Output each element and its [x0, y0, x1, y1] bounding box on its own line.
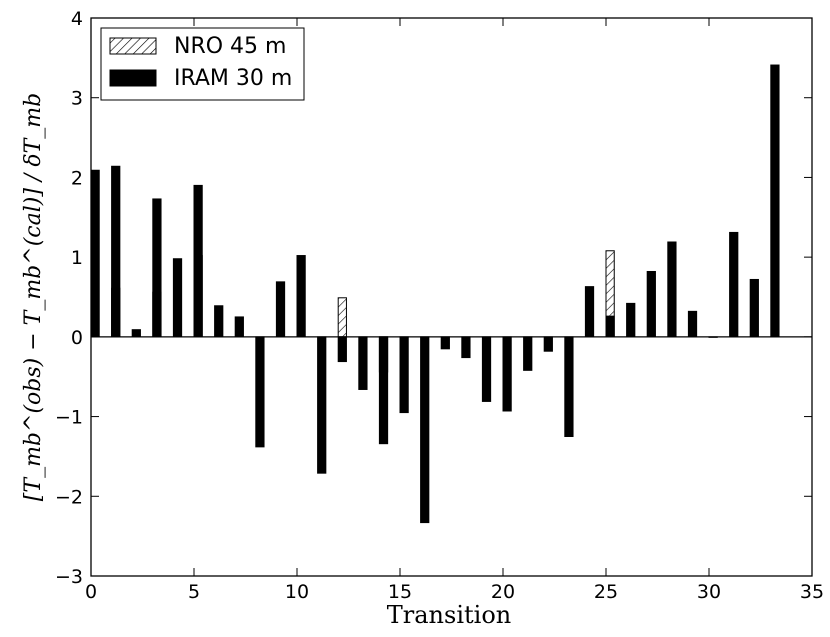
iram-bar-12 — [337, 336, 347, 363]
x-tick-label: 10 — [285, 581, 309, 603]
iram-bar-25 — [605, 315, 615, 338]
iram-bar-6 — [214, 305, 224, 338]
iram-bar-5 — [193, 184, 203, 338]
y-tick-label: 4 — [71, 8, 83, 30]
iram-bar-17 — [440, 336, 450, 350]
iram-bar-32 — [749, 278, 759, 338]
legend: NRO 45 m IRAM 30 m — [100, 27, 305, 101]
iram-bar-27 — [646, 270, 656, 338]
y-tick-label: 2 — [71, 167, 83, 189]
iram-bar-26 — [626, 302, 636, 338]
iram-bar-16 — [420, 336, 430, 524]
y-axis-label-group: [T_mb^(obs) − T_mb^(cal)] / δT_mb — [21, 93, 46, 501]
iram-bar-14 — [378, 336, 389, 445]
iram-bar-28 — [667, 241, 677, 338]
x-axis-label: Transition — [387, 601, 511, 629]
nro-bar-12 — [337, 297, 347, 338]
legend-label: NRO 45 m — [174, 34, 286, 59]
iram-bar-31 — [729, 231, 739, 338]
bars-layer — [90, 64, 780, 524]
legend-label: IRAM 30 m — [174, 66, 292, 91]
iram-bar-7 — [234, 316, 244, 338]
x-tick-label: 5 — [188, 581, 200, 603]
plot-frame — [90, 17, 813, 577]
iram-bar-21 — [523, 336, 533, 371]
iram-bar-15 — [399, 336, 409, 414]
x-tick-label: 20 — [491, 581, 515, 603]
y-tick-label: −1 — [55, 407, 83, 429]
iram-bar-24 — [584, 286, 595, 338]
iram-bar-29 — [687, 310, 698, 338]
iram-bar-8 — [255, 336, 265, 448]
iram-bar-23 — [564, 336, 574, 438]
iram-bar-33 — [770, 64, 780, 338]
iram-bar-19 — [481, 336, 492, 402]
legend-swatch — [109, 37, 157, 55]
y-axis-label: [T_mb^(obs) − T_mb^(cal)] / δT_mb — [21, 93, 46, 501]
iram-bar-11 — [317, 336, 327, 474]
x-tick-label: 0 — [85, 581, 97, 603]
x-tick-label: 15 — [388, 581, 412, 603]
y-tick-label: 1 — [71, 247, 83, 269]
legend-swatch — [109, 69, 157, 87]
iram-bar-3 — [152, 198, 162, 338]
axes-layer — [90, 17, 813, 577]
ticks-layer: 0 5 10 15 20 25 30 35 −3 −2 −1 0 1 2 3 4 — [55, 8, 824, 603]
iram-bar-1 — [111, 165, 121, 338]
iram-bar-13 — [358, 336, 368, 390]
y-tick-label: 3 — [71, 88, 83, 110]
iram-bar-4 — [172, 258, 183, 338]
iram-bar-22 — [543, 336, 553, 352]
iram-bar-10 — [296, 255, 306, 338]
iram-bar-18 — [461, 336, 471, 359]
x-tick-label: 35 — [800, 581, 824, 603]
iram-bar-0 — [90, 169, 100, 338]
x-tick-label: 30 — [697, 581, 721, 603]
y-tick-label: 0 — [71, 327, 83, 349]
y-tick-label: −2 — [55, 486, 83, 508]
iram-bar-9 — [275, 281, 286, 338]
iram-bar-2 — [131, 329, 141, 338]
x-tick-label: 25 — [594, 581, 618, 603]
iram-bar-20 — [502, 336, 512, 412]
y-tick-label: −3 — [55, 566, 83, 588]
